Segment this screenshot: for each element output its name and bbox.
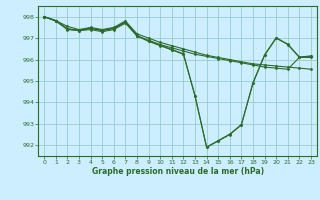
- X-axis label: Graphe pression niveau de la mer (hPa): Graphe pression niveau de la mer (hPa): [92, 167, 264, 176]
